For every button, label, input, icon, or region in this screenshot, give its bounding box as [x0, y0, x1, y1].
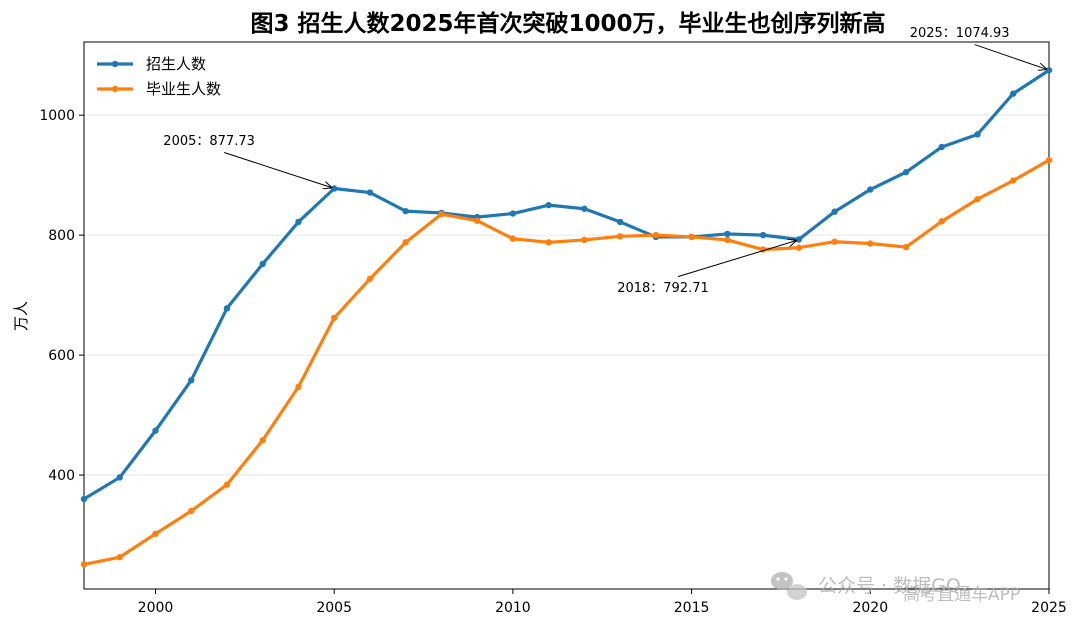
series-0 — [80, 67, 1053, 503]
data-point — [867, 186, 874, 193]
data-point — [116, 474, 123, 481]
watermark-text-left: 公众号 · 数据GO — [818, 575, 961, 597]
data-point — [616, 233, 624, 240]
legend-label: 招生人数 — [146, 55, 206, 73]
annotation-arrow — [677, 241, 796, 278]
series-1 — [80, 156, 1053, 568]
legend-marker — [111, 60, 119, 68]
data-point — [295, 218, 302, 226]
series-line — [83, 158, 1050, 566]
data-point — [688, 233, 695, 241]
data-point — [1045, 156, 1053, 164]
data-point — [724, 236, 731, 244]
data-point — [724, 230, 731, 238]
watermark: 公众号 · 数据GO 高考直通车APP — [771, 572, 1020, 605]
annotation-arrow — [974, 44, 1047, 70]
annotation-arrow — [224, 151, 331, 187]
data-point — [581, 236, 588, 244]
data-point — [116, 554, 123, 561]
data-point — [330, 185, 338, 192]
data-point — [938, 218, 945, 225]
data-point — [938, 143, 945, 151]
annotation-label: 2018：792.71 — [617, 281, 709, 296]
data-point — [80, 495, 88, 503]
data-point — [188, 377, 195, 384]
data-point — [402, 239, 409, 246]
legend-item: 毕业生人数 — [97, 80, 221, 98]
y-axis-label: 万人 — [12, 301, 30, 331]
data-point — [509, 235, 517, 242]
data-point — [652, 231, 660, 239]
data-point — [223, 481, 231, 488]
grid-lines — [84, 114, 1049, 476]
legend-marker — [111, 85, 119, 93]
data-point — [438, 210, 445, 218]
data-point — [295, 383, 302, 391]
chart-title: 图3 招生人数2025年首次突破1000万，毕业生也创序列新高 — [250, 10, 885, 37]
data-point — [1045, 67, 1053, 74]
data-point — [1010, 177, 1017, 184]
data-point — [759, 231, 767, 239]
data-point — [80, 561, 88, 568]
data-point — [259, 437, 266, 444]
x-tick-label: 2020 — [852, 600, 888, 616]
data-point — [473, 217, 481, 224]
data-point — [831, 238, 838, 245]
data-point — [188, 507, 195, 515]
annotation-label: 2005：877.73 — [163, 134, 255, 149]
x-tick-label: 2005 — [316, 600, 352, 616]
y-tick-label: 400 — [48, 468, 75, 484]
data-point — [867, 240, 874, 247]
x-tick-label: 2000 — [138, 600, 174, 616]
data-point — [974, 195, 981, 203]
wechat-icon — [771, 572, 807, 600]
data-point — [831, 208, 838, 215]
x-tick-label: 2025 — [1031, 600, 1067, 616]
series-layer — [80, 67, 1053, 568]
data-point — [902, 243, 910, 251]
data-point — [545, 201, 552, 209]
data-point — [152, 530, 159, 538]
x-axis: 2000 2005 2010 2015 2020 2025 — [138, 589, 1067, 616]
y-tick-label: 800 — [48, 228, 75, 244]
data-point — [509, 210, 517, 217]
annotations: 2005：877.73 2018：792.71 2025：1074.93 — [163, 26, 1046, 296]
data-point — [152, 427, 159, 434]
y-tick-label: 600 — [48, 348, 75, 364]
watermark-text-right: 高考直通车APP — [903, 585, 1020, 605]
data-point — [223, 305, 231, 312]
plot-frame — [83, 41, 1050, 590]
series-line — [83, 68, 1050, 501]
data-point — [616, 218, 624, 226]
y-tick-label: 1000 — [39, 108, 75, 124]
data-point — [581, 205, 588, 212]
data-point — [366, 275, 374, 283]
data-point — [1010, 90, 1017, 97]
legend-label: 毕业生人数 — [146, 80, 221, 98]
data-point — [402, 207, 409, 215]
data-point — [330, 314, 338, 322]
legend-item: 招生人数 — [97, 55, 206, 73]
data-point — [795, 236, 803, 243]
data-point — [545, 239, 552, 246]
data-point — [795, 244, 803, 251]
annotation-label: 2025：1074.93 — [910, 26, 1010, 41]
x-tick-label: 2015 — [674, 600, 710, 616]
x-tick-label: 2010 — [495, 600, 531, 616]
data-point — [974, 131, 981, 138]
y-axis: 400 600 800 1000 — [39, 108, 84, 484]
data-point — [366, 189, 374, 196]
data-point — [259, 260, 266, 268]
data-point — [902, 168, 910, 176]
